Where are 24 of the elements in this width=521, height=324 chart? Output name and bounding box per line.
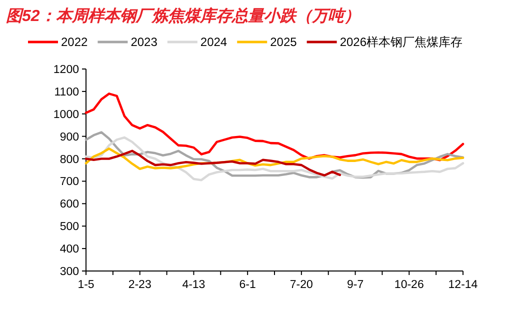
legend-label: 2023 [130, 35, 158, 49]
y-tick-label: 700 [60, 176, 79, 188]
x-tick-label: 4-13 [182, 279, 206, 291]
x-tick-label: 6-1 [239, 279, 256, 291]
y-tick-label: 1100 [54, 86, 79, 98]
y-tick-label: 400 [60, 244, 79, 256]
x-tick-label: 2-23 [128, 279, 152, 291]
y-tick-label: 900 [60, 131, 79, 144]
x-tick-label: 1-5 [78, 279, 94, 291]
x-tick-label: 12-14 [448, 279, 478, 291]
x-tick-label: 9-7 [346, 279, 364, 291]
y-tick-label: 1200 [53, 64, 79, 76]
legend-label: 2026样本钢厂焦煤库存 [340, 35, 463, 49]
legend-label: 2022 [61, 35, 88, 49]
y-tick-label: 500 [60, 221, 79, 234]
chart-title: 图52：本周样本钢厂炼焦煤库存总量小跌（万吨） [6, 7, 360, 25]
y-tick-label: 800 [60, 154, 79, 166]
x-tick-label: 10-26 [394, 279, 424, 291]
y-tick-label: 300 [60, 266, 79, 278]
x-tick-label: 7-20 [290, 279, 313, 291]
y-tick-label: 1000 [53, 108, 79, 121]
y-tick-label: 600 [60, 198, 79, 211]
legend-label: 2025 [270, 35, 298, 49]
legend-label: 2024 [200, 35, 228, 49]
